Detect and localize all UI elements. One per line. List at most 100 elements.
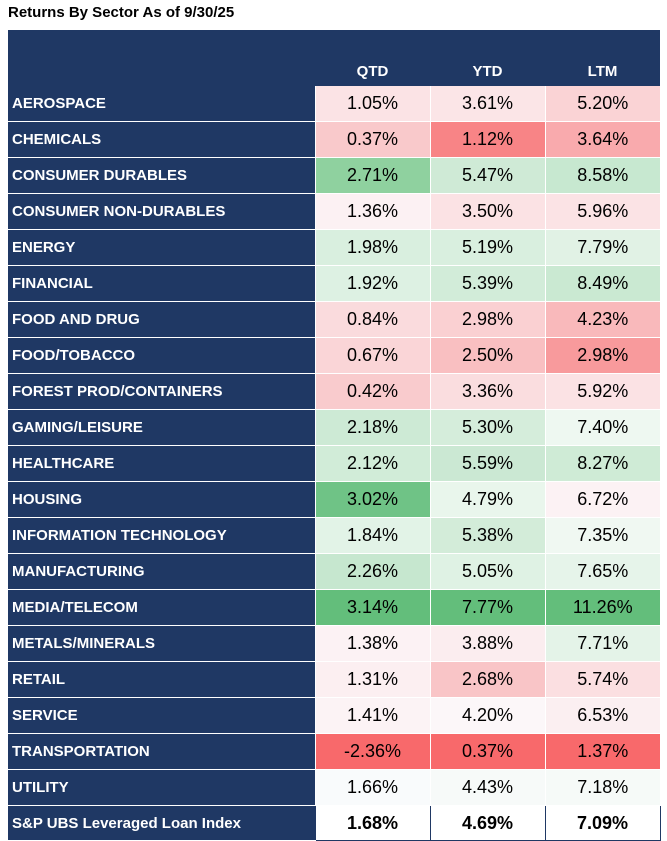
return-cell: 5.74% xyxy=(544,661,660,698)
sector-label: MANUFACTURING xyxy=(8,553,315,590)
return-cell: 4.79% xyxy=(429,481,545,518)
return-cell: 5.38% xyxy=(429,517,545,554)
row: AEROSPACE 1.05% 3.61% 5.20% xyxy=(8,86,660,122)
return-cell: 11.26% xyxy=(544,589,660,626)
row: CONSUMER NON-DURABLES 1.36% 3.50% 5.96% xyxy=(8,193,660,230)
row: CHEMICALS 0.37% 1.12% 3.64% xyxy=(8,121,660,158)
return-cell: 5.20% xyxy=(544,86,660,122)
return-cell: 1.41% xyxy=(314,697,430,734)
return-cell: 2.98% xyxy=(544,337,660,374)
row: ENERGY 1.98% 5.19% 7.79% xyxy=(8,229,660,266)
row: METALS/MINERALS 1.38% 3.88% 7.71% xyxy=(8,625,660,662)
row: FOREST PROD/CONTAINERS 0.42% 3.36% 5.92% xyxy=(8,373,660,410)
return-cell: 5.05% xyxy=(429,553,545,590)
return-cell: 3.02% xyxy=(314,481,430,518)
sector-label: GAMING/LEISURE xyxy=(8,409,315,446)
return-cell: 3.36% xyxy=(429,373,545,410)
return-cell: 0.67% xyxy=(314,337,430,374)
sector-label: SERVICE xyxy=(8,697,315,734)
return-cell: 1.31% xyxy=(314,661,430,698)
row: RETAIL 1.31% 2.68% 5.74% xyxy=(8,661,660,698)
return-cell: 5.96% xyxy=(544,193,660,230)
return-cell: 1.38% xyxy=(314,625,430,662)
return-cell: 7.18% xyxy=(544,769,660,806)
return-cell: 0.37% xyxy=(429,733,545,770)
return-cell: 6.53% xyxy=(544,697,660,734)
return-cell: 7.79% xyxy=(544,229,660,266)
return-cell: 4.43% xyxy=(429,769,545,806)
return-cell: 2.50% xyxy=(429,337,545,374)
sector-label: INFORMATION TECHNOLOGY xyxy=(8,517,315,554)
return-cell: 2.26% xyxy=(314,553,430,590)
return-cell: 1.66% xyxy=(314,769,430,806)
sector-label: RETAIL xyxy=(8,661,315,698)
sector-label: FOOD/TOBACCO xyxy=(8,337,315,374)
return-cell: 5.39% xyxy=(429,265,545,302)
sector-label: FOOD AND DRUG xyxy=(8,301,315,338)
column-header: YTD xyxy=(430,30,545,86)
index-label: S&P UBS Leveraged Loan Index xyxy=(8,805,315,841)
footer-row: S&P UBS Leveraged Loan Index 1.68% 4.69% 7.… xyxy=(8,805,661,841)
sector-label: MEDIA/TELECOM xyxy=(8,589,315,626)
sector-label: CONSUMER DURABLES xyxy=(8,157,315,194)
title: Returns By Sector As of 9/30/25 xyxy=(8,4,235,21)
sector-label: HOUSING xyxy=(8,481,315,518)
row: CONSUMER DURABLES 2.71% 5.47% 8.58% xyxy=(8,157,660,194)
return-cell: 2.98% xyxy=(429,301,545,338)
return-cell: 1.92% xyxy=(314,265,430,302)
return-cell: -2.36% xyxy=(314,733,430,770)
sector-label: TRANSPORTATION xyxy=(8,733,315,770)
return-cell: 1.36% xyxy=(314,193,430,230)
sector-label: METALS/MINERALS xyxy=(8,625,315,662)
return-cell: 8.58% xyxy=(544,157,660,194)
return-cell: 3.14% xyxy=(314,589,430,626)
return-cell: 1.37% xyxy=(544,733,660,770)
return-cell: 5.30% xyxy=(429,409,545,446)
row: FOOD/TOBACCO 0.67% 2.50% 2.98% xyxy=(8,337,660,374)
sector-label: UTILITY xyxy=(8,769,315,806)
return-cell: 4.20% xyxy=(429,697,545,734)
return-cell: 2.12% xyxy=(314,445,430,482)
return-cell: 2.18% xyxy=(314,409,430,446)
row: MEDIA/TELECOM 3.14% 7.77% 11.26% xyxy=(8,589,660,626)
return-cell: 0.42% xyxy=(314,373,430,410)
return-cell: 7.71% xyxy=(544,625,660,662)
return-cell: 1.05% xyxy=(314,86,430,122)
return-cell: 7.65% xyxy=(544,553,660,590)
row: SERVICE 1.41% 4.20% 6.53% xyxy=(8,697,660,734)
row: GAMING/LEISURE 2.18% 5.30% 7.40% xyxy=(8,409,660,446)
return-cell: 3.61% xyxy=(429,86,545,122)
return-cell: 5.47% xyxy=(429,157,545,194)
return-cell: 5.92% xyxy=(544,373,660,410)
returns-table: QTD YTD LTM AEROSPACE 1.05% 3.61% 5.20% CHEMIC… xyxy=(8,30,661,841)
table-body: AEROSPACE 1.05% 3.61% 5.20% CHEMICALS 0.37% 1.… xyxy=(8,86,661,841)
index-cell: 1.68% xyxy=(314,805,431,841)
return-cell: 0.37% xyxy=(314,121,430,158)
return-cell: 1.12% xyxy=(429,121,545,158)
row: MANUFACTURING 2.26% 5.05% 7.65% xyxy=(8,553,660,590)
sector-label: CHEMICALS xyxy=(8,121,315,158)
row: HOUSING 3.02% 4.79% 6.72% xyxy=(8,481,660,518)
index-cell: 4.69% xyxy=(429,805,546,841)
return-cell: 2.71% xyxy=(314,157,430,194)
return-cell: 0.84% xyxy=(314,301,430,338)
sector-label: AEROSPACE xyxy=(8,86,315,122)
row: FINANCIAL 1.92% 5.39% 8.49% xyxy=(8,265,660,302)
index-cell: 7.09% xyxy=(544,805,661,841)
sector-label: CONSUMER NON-DURABLES xyxy=(8,193,315,230)
sector-label: HEALTHCARE xyxy=(8,445,315,482)
row: TRANSPORTATION -2.36% 0.37% 1.37% xyxy=(8,733,660,770)
return-cell: 5.19% xyxy=(429,229,545,266)
header-cell xyxy=(8,30,315,86)
sector-label: ENERGY xyxy=(8,229,315,266)
header-row: QTD YTD LTM xyxy=(8,30,660,86)
return-cell: 8.27% xyxy=(544,445,660,482)
return-cell: 1.98% xyxy=(314,229,430,266)
row: HEALTHCARE 2.12% 5.59% 8.27% xyxy=(8,445,660,482)
return-cell: 7.40% xyxy=(544,409,660,446)
sector-label: FOREST PROD/CONTAINERS xyxy=(8,373,315,410)
return-cell: 2.68% xyxy=(429,661,545,698)
row: FOOD AND DRUG 0.84% 2.98% 4.23% xyxy=(8,301,660,338)
return-cell: 6.72% xyxy=(544,481,660,518)
